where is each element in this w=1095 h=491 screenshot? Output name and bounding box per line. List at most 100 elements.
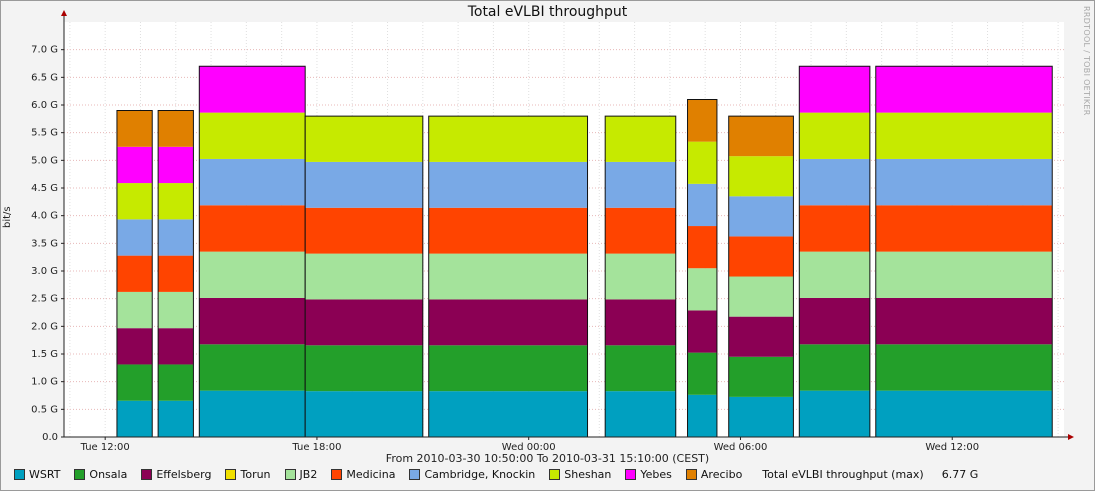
area-sheshan — [728, 156, 794, 197]
legend: WSRT Onsala Effelsberg Torun JB2 Medicin… — [14, 468, 978, 481]
y-tick-label: 7.0 G — [31, 45, 58, 56]
area-cambridge-knockin — [687, 183, 717, 227]
legend-item-torun: Torun — [225, 468, 271, 481]
total-line — [304, 115, 424, 437]
legend-label: Torun — [240, 468, 271, 481]
area-effelsberg — [158, 328, 194, 365]
area-onsala — [728, 356, 794, 397]
y-axis-arrow — [61, 10, 67, 16]
legend-swatch — [74, 469, 86, 480]
y-tick-label: 5.0 G — [31, 155, 58, 166]
area-jb2 — [799, 251, 870, 298]
area-wsrt — [428, 391, 588, 437]
x-tick-label: Wed 00:00 — [502, 442, 556, 453]
area-onsala — [875, 344, 1053, 391]
legend-swatch — [685, 469, 697, 480]
x-tick-label: Tue 12:00 — [80, 442, 130, 453]
rrdtool-credit: RRDTOOL / TOBI OETIKER — [1082, 6, 1091, 116]
total-line — [157, 110, 194, 437]
area-medicina — [728, 236, 794, 277]
total-line — [875, 65, 1053, 437]
area-effelsberg — [687, 310, 717, 353]
chart-title: Total eVLBI throughput — [467, 4, 628, 20]
y-tick-label: 5.5 G — [31, 128, 58, 139]
area-cambridge-knockin — [305, 161, 423, 208]
area-arecibo — [687, 99, 717, 142]
area-medicina — [605, 207, 676, 254]
y-tick-label: 2.0 G — [31, 321, 58, 332]
area-medicina — [799, 205, 870, 252]
area-sheshan — [875, 112, 1053, 159]
area-jb2 — [428, 253, 588, 300]
y-tick-label: 0.5 G — [31, 404, 58, 415]
area-jb2 — [875, 251, 1053, 298]
area-cambridge-knockin — [199, 158, 306, 206]
area-onsala — [116, 364, 153, 401]
legend-swatch — [549, 469, 561, 480]
area-onsala — [305, 345, 423, 392]
area-sheshan — [199, 112, 306, 159]
area-sheshan — [428, 116, 588, 162]
area-sheshan — [605, 116, 676, 162]
total-line — [728, 115, 794, 437]
area-medicina — [875, 205, 1053, 252]
area-effelsberg — [875, 297, 1053, 345]
area-jb2 — [199, 251, 306, 298]
area-sheshan — [799, 112, 870, 159]
x-tick-label: Wed 06:00 — [714, 442, 768, 453]
total-line — [687, 98, 718, 437]
legend-item-jb2: JB2 — [284, 468, 317, 481]
y-tick-label: 3.5 G — [31, 238, 58, 249]
area-wsrt — [605, 391, 676, 437]
area-wsrt — [799, 390, 870, 437]
area-wsrt — [158, 400, 194, 437]
area-jb2 — [687, 268, 717, 311]
area-yebes — [799, 66, 870, 113]
legend-swatch — [225, 469, 237, 480]
area-medicina — [428, 207, 588, 254]
legend-swatch — [284, 469, 296, 480]
legend-item-arecibo: Arecibo — [685, 468, 742, 481]
area-onsala — [158, 364, 194, 401]
area-arecibo — [728, 116, 794, 157]
area-jb2 — [305, 253, 423, 300]
area-onsala — [799, 344, 870, 391]
area-cambridge-knockin — [116, 219, 153, 256]
area-jb2 — [158, 291, 194, 329]
max-throughput-label: Total eVLBI throughput (max) — [762, 468, 924, 481]
area-effelsberg — [428, 299, 588, 346]
legend-swatch — [141, 469, 153, 480]
legend-item-sheshan: Sheshan — [549, 468, 611, 481]
area-effelsberg — [199, 297, 306, 345]
legend-label: Effelsberg — [156, 468, 212, 481]
y-tick-label: 2.5 G — [31, 294, 58, 305]
legend-swatch — [625, 469, 637, 480]
x-axis-arrow — [1068, 434, 1074, 440]
legend-label: Onsala — [89, 468, 128, 481]
y-tick-label: 6.0 G — [31, 100, 58, 111]
area-sheshan — [116, 183, 153, 220]
area-wsrt — [116, 400, 153, 437]
legend-label: Sheshan — [564, 468, 612, 481]
x-tick-label: Wed 12:00 — [925, 442, 979, 453]
area-arecibo — [158, 110, 194, 147]
legend-label: Yebes — [640, 468, 672, 481]
area-yebes — [875, 66, 1053, 113]
area-effelsberg — [799, 297, 870, 345]
area-sheshan — [305, 116, 423, 162]
area-effelsberg — [116, 328, 153, 365]
legend-item-yebes: Yebes — [625, 468, 672, 481]
area-jb2 — [728, 276, 794, 317]
area-wsrt — [875, 390, 1053, 437]
area-cambridge-knockin — [875, 158, 1053, 206]
area-wsrt — [305, 391, 423, 437]
area-onsala — [199, 344, 306, 391]
y-tick-label: 4.5 G — [31, 183, 58, 194]
area-onsala — [687, 352, 717, 395]
area-medicina — [305, 207, 423, 254]
y-tick-label: 4.0 G — [31, 211, 58, 222]
plot-area: 0.0 0.5 G 1.0 G 1.5 G 2.0 G 2.5 G 3.0 G 3.5 G 4.… — [31, 10, 1074, 453]
area-yebes — [158, 146, 194, 184]
total-line — [428, 115, 589, 437]
area-cambridge-knockin — [605, 161, 676, 208]
